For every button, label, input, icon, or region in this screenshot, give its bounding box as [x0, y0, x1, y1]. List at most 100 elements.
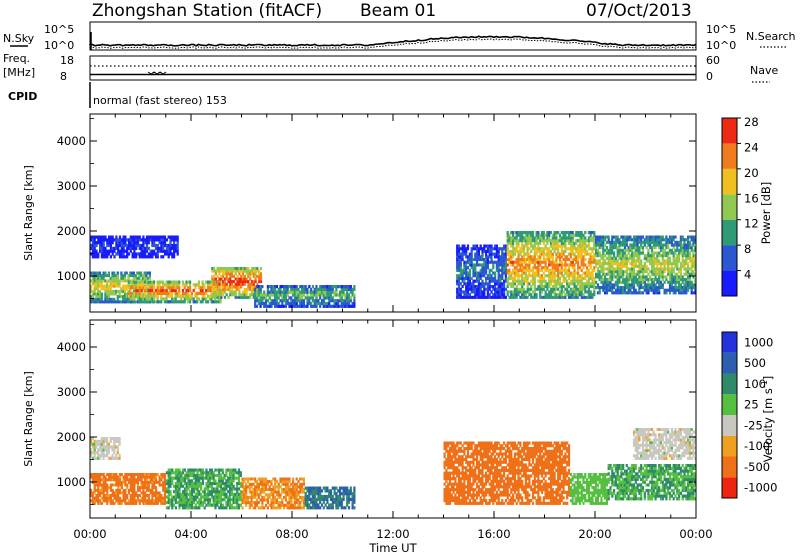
heatmap-cell: [614, 238, 617, 242]
heatmap-cell: [229, 285, 232, 289]
heatmap-cell: [595, 238, 598, 242]
heatmap-cell: [672, 267, 675, 271]
heatmap-cell: [687, 238, 690, 242]
heatmap-cell: [295, 293, 298, 297]
heatmap-cell: [115, 478, 118, 482]
heatmap-cell: [240, 269, 243, 273]
heatmap-cell: [118, 491, 122, 495]
heatmap-cell: [573, 287, 576, 291]
heatmap-cell: [468, 276, 471, 280]
heatmap-cell: [192, 484, 195, 488]
heatmap-cell: [636, 283, 639, 287]
heatmap-cell: [91, 271, 94, 275]
heatmap-cell: [605, 240, 608, 244]
heatmap-cell: [468, 260, 471, 264]
heatmap-cell: [171, 280, 174, 284]
heatmap-cell: [342, 287, 345, 291]
heatmap-cell: [553, 249, 556, 253]
heatmap-cell: [638, 238, 641, 242]
heatmap-cell: [551, 279, 554, 283]
heatmap-cell: [162, 499, 165, 503]
station-title: Zhongshan Station (fitACF): [92, 1, 322, 21]
heatmap-cell: [512, 255, 515, 259]
heatmap-cell: [497, 271, 500, 275]
heatmap-cell: [241, 295, 245, 299]
heatmap-cell: [153, 286, 156, 290]
heatmap-cell: [116, 271, 119, 275]
heatmap-cell: [247, 280, 250, 284]
heatmap-cell: [234, 500, 237, 504]
heatmap-cell: [546, 231, 549, 235]
nsky-label: N.Sky: [3, 32, 35, 45]
heatmap-cell: [513, 295, 516, 299]
nsearch-tick-top: 10^5: [706, 23, 736, 36]
heatmap-cell: [535, 295, 538, 299]
heatmap-cell: [284, 301, 287, 306]
heatmap-cell: [122, 252, 125, 256]
heatmap-cell: [171, 297, 174, 301]
heatmap-cell: [123, 295, 127, 299]
heatmap-cell: [587, 285, 590, 289]
heatmap-cell: [459, 263, 462, 267]
heatmap-cell: [106, 289, 109, 293]
heatmap-cell: [183, 492, 186, 496]
heatmap-cell: [133, 235, 136, 239]
heatmap-cell: [683, 243, 686, 247]
heatmap-cell: [160, 473, 163, 476]
heatmap-cell: [492, 247, 495, 251]
heatmap-cell: [539, 260, 542, 264]
heatmap-cell: [272, 290, 275, 294]
heatmap-cell: [506, 276, 509, 280]
heatmap-cell: [191, 490, 194, 494]
heatmap-cell: [317, 301, 320, 306]
heatmap-cell: [279, 299, 282, 303]
heatmap-cell: [156, 473, 159, 476]
heatmap-cell: [225, 269, 228, 273]
heatmap-cell: [322, 287, 325, 291]
heatmap-cell: [605, 267, 608, 271]
heatmap-cell: [692, 248, 695, 252]
heatmap-cell: [227, 267, 230, 270]
heatmap-cell: [605, 280, 608, 284]
heatmap-cell: [185, 484, 188, 488]
heatmap-cell: [567, 241, 571, 245]
heatmap-cell: [259, 293, 262, 297]
heatmap-cell: [274, 296, 277, 300]
heatmap-cell: [145, 294, 148, 298]
heatmap-cell: [182, 498, 185, 502]
heatmap-cell: [679, 286, 682, 290]
heatmap-cell: [93, 300, 96, 304]
heatmap-cell: [638, 248, 641, 252]
heatmap-cell: [241, 272, 245, 276]
heatmap-cell: [93, 496, 96, 500]
heatmap-cell: [694, 291, 697, 295]
heatmap-cell: [459, 252, 462, 256]
heatmap-cell: [604, 291, 607, 295]
heatmap-cell: [180, 300, 183, 304]
heatmap-cell: [100, 442, 103, 446]
heatmap-cell: [690, 248, 693, 252]
heatmap-cell: [108, 252, 111, 256]
heatmap-cell: [676, 280, 679, 284]
heatmap-cell: [571, 282, 574, 286]
cpid-label: CPID: [8, 90, 37, 103]
heatmap-cell: [546, 233, 549, 237]
heatmap-cell: [640, 275, 643, 279]
heatmap-cell: [690, 267, 693, 271]
heatmap-cell: [196, 495, 199, 499]
heatmap-cell: [245, 288, 248, 291]
heatmap-cell: [113, 456, 116, 460]
heatmap-cell: [313, 304, 316, 308]
heatmap-cell: [111, 284, 114, 288]
heatmap-cell: [93, 491, 96, 495]
heatmap-cell: [564, 287, 567, 291]
heatmap-cell: [665, 246, 668, 250]
heatmap-cell: [528, 247, 531, 251]
heatmap-cell: [557, 279, 560, 283]
heatmap-cell: [494, 290, 497, 294]
heatmap-cell: [99, 488, 102, 492]
heatmap-cell: [517, 271, 520, 275]
heatmap-cell: [589, 266, 592, 270]
heatmap-cell: [596, 286, 599, 290]
heatmap-cell: [573, 244, 576, 248]
